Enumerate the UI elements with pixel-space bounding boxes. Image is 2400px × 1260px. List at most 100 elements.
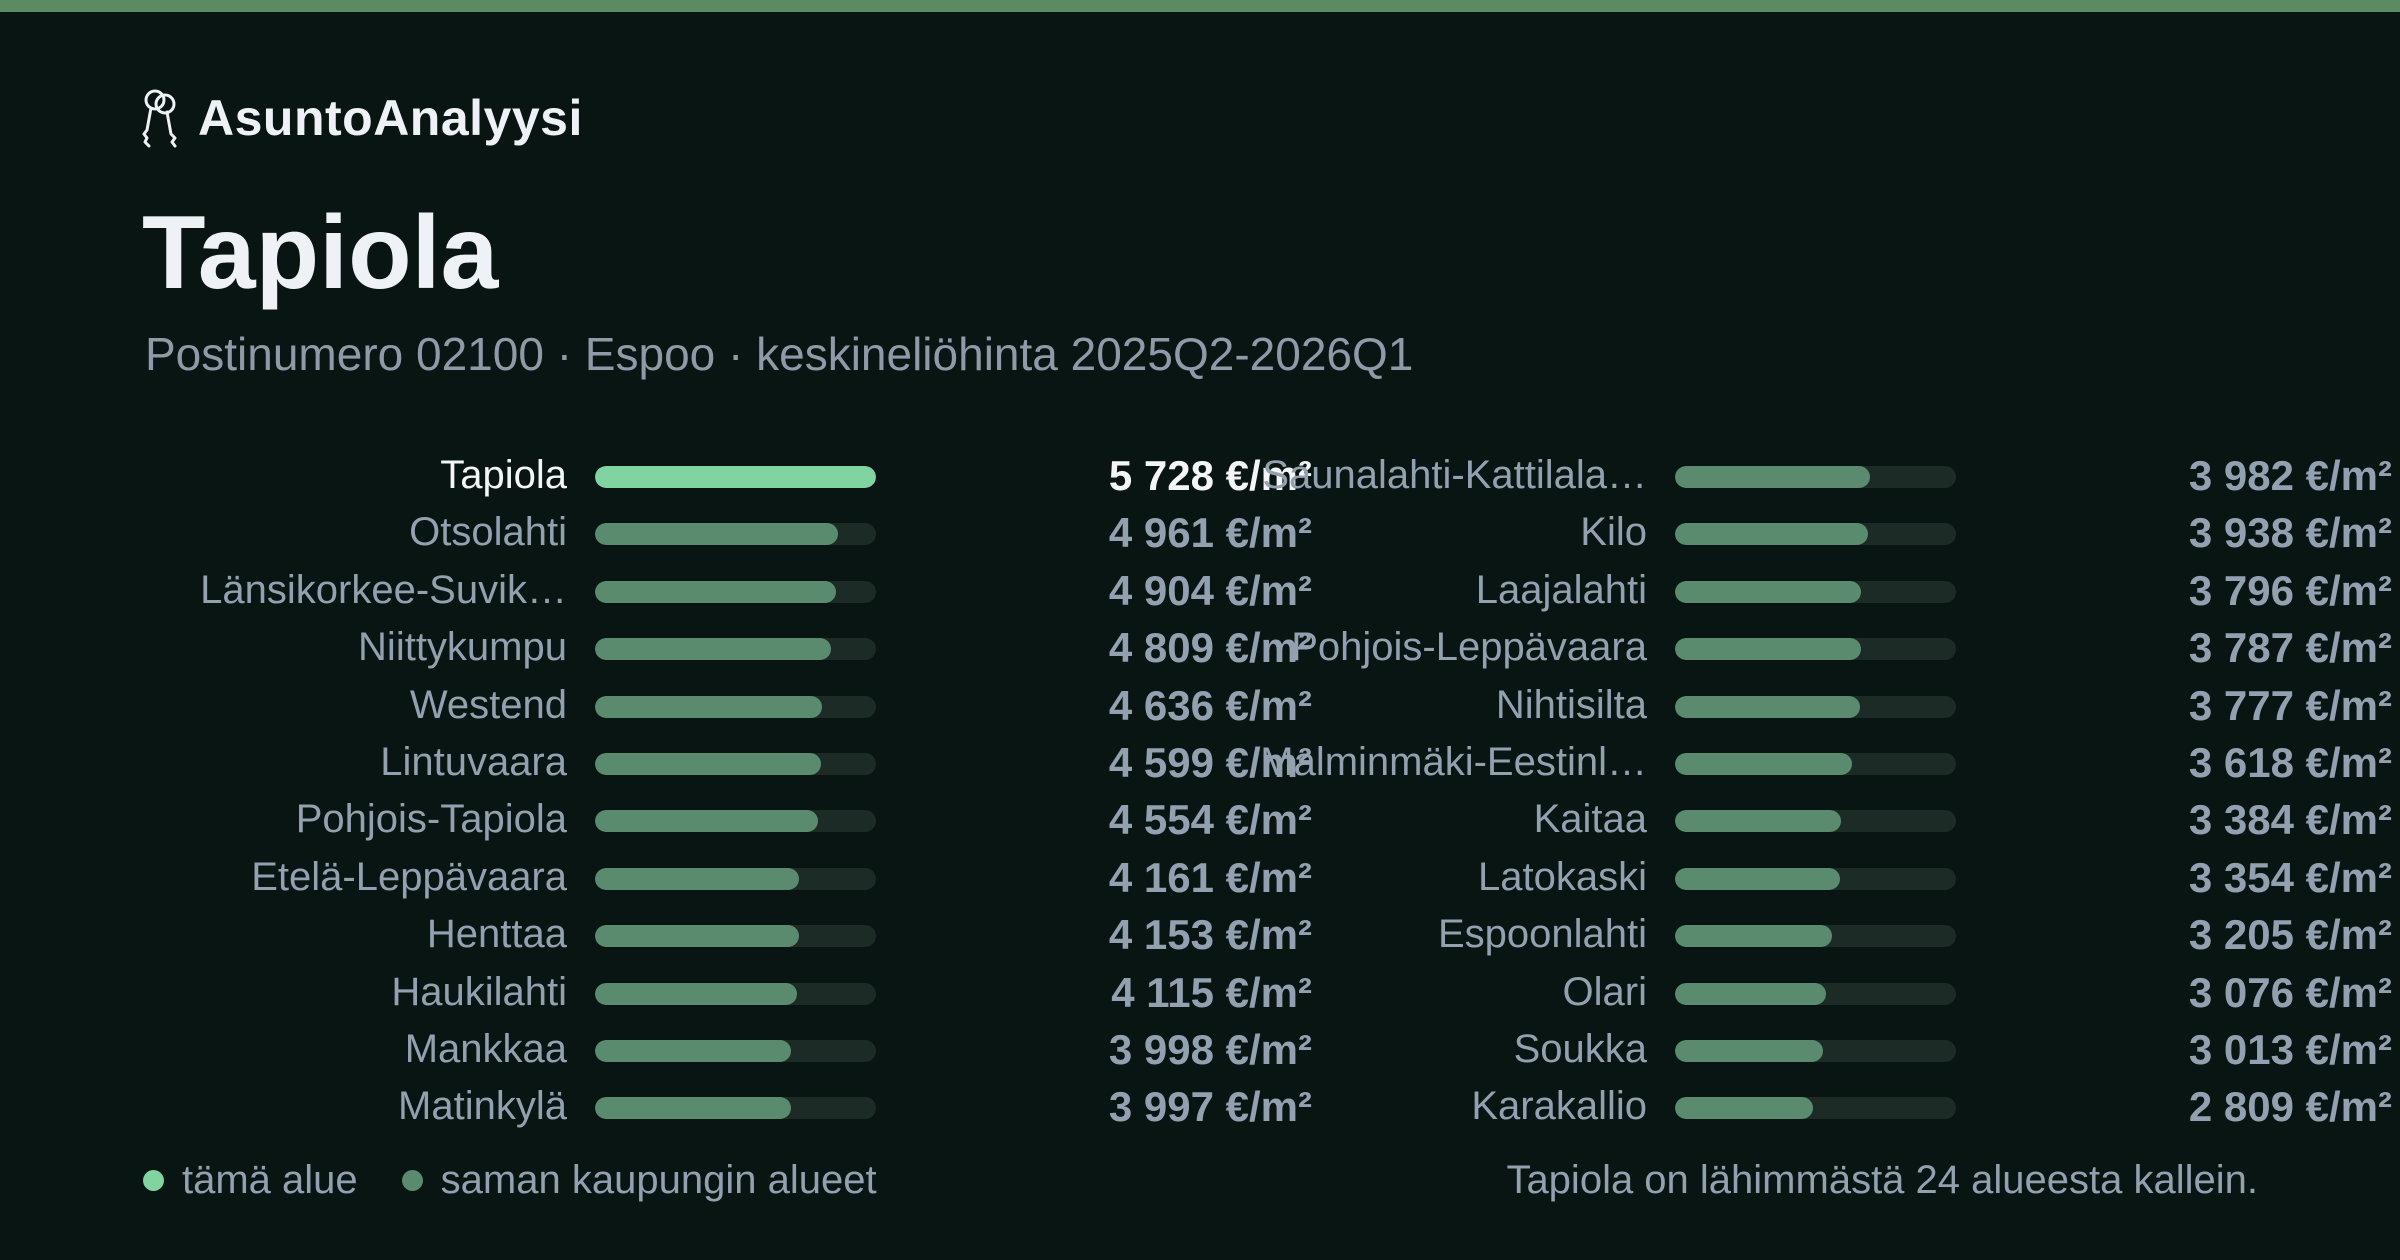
- bar-label: Westend: [409, 682, 567, 727]
- bar: [595, 523, 839, 546]
- bar-label: Kaitaa: [1533, 797, 1647, 842]
- bar-value-label: 3 076 €/m²: [2188, 968, 2392, 1016]
- bar-track: [595, 695, 876, 718]
- bar: [595, 695, 823, 718]
- bar: [595, 1039, 792, 1062]
- bar-value-label: 3 938 €/m²: [2188, 509, 2392, 557]
- bar-track: [595, 752, 876, 775]
- footnote: Tapiola on lähimmästä 24 alueesta kallei…: [1506, 1158, 2258, 1202]
- bar-label: Latokaski: [1478, 854, 1647, 899]
- bar-value-label: 3 354 €/m²: [2188, 853, 2392, 901]
- bar-label: Henttaa: [426, 912, 567, 957]
- bar: [1675, 1097, 1813, 1120]
- bar-label: Mankkaa: [404, 1026, 567, 1071]
- bar-value-label: 3 618 €/m²: [2188, 738, 2392, 786]
- bar-label: Niittykumpu: [358, 625, 567, 670]
- bar-label: Nihtisilta: [1495, 682, 1647, 727]
- legend-city-areas-swatch: [401, 1169, 423, 1191]
- bar-label: Etelä-Leppävaara: [251, 854, 567, 899]
- bar-track: [595, 580, 876, 603]
- bar-track: [595, 810, 876, 833]
- bar-label: Lintuvaara: [380, 739, 567, 784]
- bar-value-label: 4 809 €/m²: [1108, 624, 1312, 672]
- bar-label: Olari: [1562, 969, 1647, 1014]
- bar-label: Matinkylä: [398, 1084, 567, 1129]
- brand-name: AsuntoAnalyysi: [198, 90, 583, 146]
- bar-label: Karakallio: [1471, 1084, 1647, 1129]
- bar: [1675, 523, 1869, 546]
- bar-value-label: 3 384 €/m²: [2188, 796, 2392, 844]
- bar-track: [595, 1097, 876, 1120]
- bar-track: [1675, 523, 1956, 546]
- bar-label: Malminmäki-Eestinl…: [1260, 739, 1647, 784]
- bar-value-label: 4 961 €/m²: [1108, 509, 1312, 557]
- bar: [595, 466, 876, 488]
- brand: AsuntoAnalyysi: [140, 86, 583, 150]
- page-title: Tapiola: [142, 195, 499, 311]
- bar-value-label: 4 115 €/m²: [1111, 968, 1312, 1016]
- bar: [595, 580, 836, 603]
- legend-city-areas-label: saman kaupungin alueet: [440, 1157, 877, 1202]
- bar-value-label: 4 554 €/m²: [1108, 796, 1312, 844]
- bar: [1675, 1039, 1823, 1062]
- bar-track: [595, 1039, 876, 1062]
- bar-value-label: 2 809 €/m²: [2188, 1083, 2392, 1131]
- bar-value-label: 3 205 €/m²: [2188, 911, 2392, 959]
- bar-value-label: 3 998 €/m²: [1108, 1025, 1312, 1073]
- bar-track: [595, 523, 876, 546]
- bar-track: [1675, 752, 1956, 775]
- legend-this-area-swatch: [143, 1169, 164, 1191]
- bar: [595, 1097, 792, 1120]
- bar: [1675, 810, 1841, 833]
- bar: [595, 925, 799, 948]
- bar-track: [1675, 1039, 1956, 1062]
- bar-label: Saunalahti-Kattilala…: [1262, 453, 1647, 497]
- bar-label: Espoonlahti: [1437, 912, 1647, 957]
- bar-value-label: 3 013 €/m²: [2188, 1025, 2392, 1073]
- bar-label: Pohjois-Tapiola: [295, 797, 567, 842]
- legend-this-area-label: tämä alue: [182, 1157, 358, 1202]
- bar-track: [595, 638, 876, 661]
- bar: [1675, 466, 1871, 488]
- bar-value-label: 3 787 €/m²: [2188, 624, 2392, 672]
- bar-label: Pohjois-Leppävaara: [1291, 625, 1647, 670]
- bar-track: [595, 982, 876, 1005]
- bar: [595, 810, 819, 833]
- bar-label: Soukka: [1513, 1026, 1647, 1071]
- bar-track: [595, 466, 876, 488]
- bar: [1675, 580, 1862, 603]
- bar-track: [1675, 810, 1956, 833]
- bar: [595, 752, 821, 775]
- bar: [1675, 925, 1833, 948]
- bar-value-label: 4 904 €/m²: [1108, 566, 1312, 614]
- bar-track: [1675, 466, 1956, 488]
- page-subtitle: Postinumero 02100 · Espoo · keskineliöhi…: [145, 328, 1414, 380]
- bar-value-label: 4 636 €/m²: [1108, 681, 1312, 729]
- bar: [1675, 867, 1840, 890]
- bar: [1675, 752, 1853, 775]
- bar-value-label: 3 982 €/m²: [2188, 452, 2392, 499]
- bar: [1675, 982, 1826, 1005]
- keys-icon: [142, 89, 177, 148]
- bar-track: [595, 925, 876, 948]
- bar-track: [1675, 867, 1956, 890]
- bar-label: Länsikorkee-Suvik…: [200, 567, 567, 612]
- bar-value-label: 3 997 €/m²: [1108, 1083, 1312, 1131]
- bar-track: [1675, 982, 1956, 1005]
- bar-track: [1675, 925, 1956, 948]
- bar-value-label: 3 796 €/m²: [2188, 566, 2392, 614]
- bar-value-label: 3 777 €/m²: [2188, 681, 2392, 729]
- bar-label: Otsolahti: [409, 510, 567, 555]
- bar-label: Tapiola: [440, 453, 567, 497]
- top-accent-bar: [0, 0, 2400, 12]
- bar-track: [1675, 695, 1956, 718]
- bar-value-label: 5 728 €/m²: [1108, 452, 1312, 499]
- bar-value-label: 4 161 €/m²: [1108, 853, 1312, 901]
- legend: tämä alue saman kaupungin alueet: [143, 1152, 877, 1208]
- bar-value-label: 4 153 €/m²: [1108, 911, 1312, 959]
- bar-track: [1675, 1097, 1956, 1120]
- bar-label: Laajalahti: [1475, 567, 1647, 612]
- bar-label: Kilo: [1580, 510, 1647, 555]
- bar: [595, 638, 831, 661]
- bar: [1675, 695, 1861, 718]
